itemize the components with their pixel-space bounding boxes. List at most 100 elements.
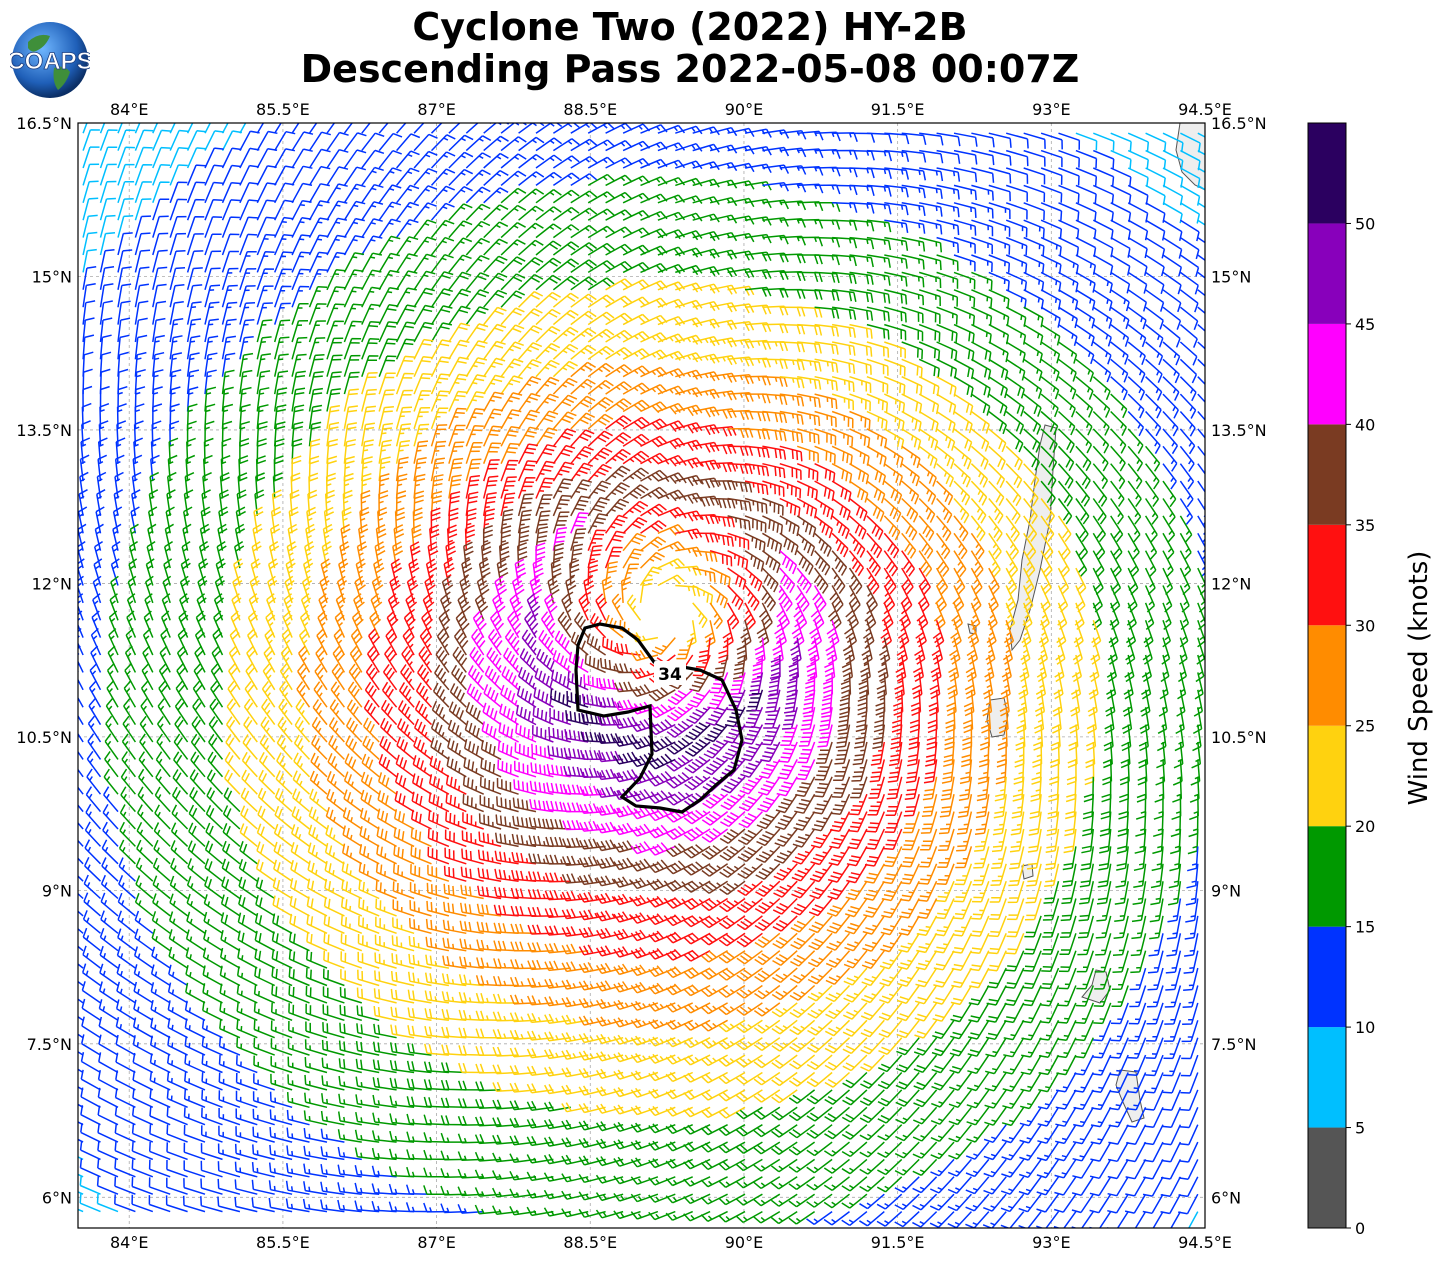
wind-barb: [428, 792, 450, 813]
wind-barb: [735, 1124, 763, 1137]
wind-barb: [149, 1124, 171, 1143]
wind-barb: [1126, 1089, 1147, 1111]
wind-barb: [753, 1089, 781, 1103]
wind-barb: [865, 828, 885, 850]
wind-barb: [710, 425, 737, 437]
wind-barb: [169, 198, 188, 221]
wind-barb: [361, 303, 381, 325]
wind-barb: [152, 164, 171, 186]
wind-barb: [326, 286, 346, 308]
wind-barb: [1033, 707, 1045, 734]
wind-barb: [727, 532, 750, 550]
wind-barb: [825, 967, 851, 985]
wind-barb: [535, 223, 562, 239]
wind-barb: [448, 203, 473, 221]
wind-barb: [392, 899, 415, 917]
wind-barb: [1023, 480, 1039, 507]
wind-barb: [869, 759, 886, 783]
wind-barb: [570, 207, 598, 221]
wind-barb: [480, 541, 492, 569]
wind-barb: [1058, 289, 1079, 311]
wind-barb: [269, 1144, 293, 1161]
wind-barb: [483, 221, 509, 239]
wind-barb: [1003, 1037, 1025, 1058]
wind-barb: [700, 1176, 728, 1188]
wind-barb: [482, 475, 499, 499]
wind-barb: [1058, 341, 1078, 364]
wind-barb: [413, 338, 434, 360]
wind-barb: [182, 523, 192, 551]
wind-barb: [562, 802, 589, 813]
wind-barb: [1022, 985, 1042, 1007]
wind-barb: [1092, 463, 1109, 490]
wind-barb: [1057, 1002, 1077, 1024]
wind-barb: [288, 949, 310, 969]
wind-barb: [475, 1098, 502, 1109]
wind-barb: [827, 863, 851, 883]
wind-barb: [166, 1159, 188, 1178]
wind-barb: [648, 753, 676, 770]
wind-barb: [204, 301, 220, 325]
wind-barb: [284, 575, 295, 604]
wind-barb: [465, 123, 492, 134]
wind-barb: [915, 967, 938, 988]
wind-barb: [640, 452, 668, 465]
wind-barb: [912, 1211, 938, 1228]
wind-barb: [806, 1158, 833, 1174]
wind-barb: [1023, 445, 1040, 471]
wind-barb: [657, 176, 686, 187]
wind-barb: [99, 928, 119, 952]
wind-barb: [277, 716, 293, 743]
wind-barb: [283, 593, 294, 621]
wind-barb: [270, 1002, 293, 1021]
wind-barb: [427, 541, 439, 569]
wind-barb: [465, 323, 489, 343]
wind-barb: [796, 515, 817, 538]
wind-barb: [953, 184, 977, 201]
wind-barb: [736, 1037, 763, 1051]
wind-barb: [535, 291, 561, 308]
wind-barb: [78, 875, 84, 882]
wind-barb: [814, 323, 840, 337]
wind-barb: [866, 463, 887, 486]
wind-barb: [883, 463, 904, 486]
wind-barb: [322, 523, 333, 551]
wind-barb: [613, 893, 641, 906]
wind-barb: [1162, 376, 1180, 401]
wind-barb: [701, 932, 728, 946]
wind-barb: [605, 191, 633, 204]
wind-barb: [779, 515, 800, 537]
wind-barb: [78, 1051, 84, 1056]
colorbar-bin: [1308, 725, 1346, 827]
wind-barb: [1162, 202, 1183, 224]
wind-barb: [949, 1054, 973, 1074]
wind-barb: [392, 917, 415, 935]
wind-barb: [744, 198, 772, 209]
wind-barb: [361, 132, 385, 152]
wind-barb: [413, 287, 435, 308]
wind-barb: [1023, 184, 1046, 203]
lat-tick-label-left: 15°N: [32, 267, 72, 286]
wind-barb: [605, 398, 632, 413]
wind-barb: [191, 716, 206, 743]
wind-barb: [152, 232, 169, 256]
wind-barb: [552, 542, 564, 569]
wind-barb: [1162, 428, 1179, 455]
wind-barb: [350, 628, 363, 656]
wind-barb: [169, 335, 183, 360]
wind-barb: [1038, 620, 1050, 648]
wind-barb: [1040, 985, 1060, 1007]
wind-barb: [1047, 794, 1060, 820]
wind-barb: [483, 169, 509, 186]
wind-barb: [738, 793, 763, 812]
wind-barb: [827, 880, 851, 900]
wind-barb: [814, 289, 840, 301]
wind-barb: [657, 472, 685, 484]
wind-barb: [378, 355, 397, 377]
wind-barb: [913, 1106, 938, 1125]
wind-barb: [1144, 1072, 1164, 1094]
wind-barb: [866, 184, 892, 197]
wind-barb: [369, 610, 382, 638]
wind-barb: [475, 1010, 502, 1022]
wind-barb: [251, 1162, 275, 1178]
